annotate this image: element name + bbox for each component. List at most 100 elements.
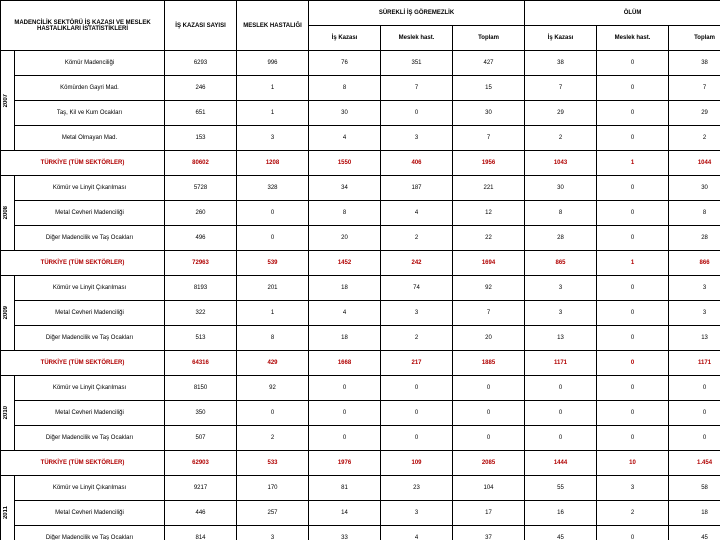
year-cell: 2011 xyxy=(1,476,15,540)
cell: 8193 xyxy=(165,276,237,301)
cell: 1171 xyxy=(525,351,597,376)
cell: 1444 xyxy=(525,451,597,476)
sector-name: Kömür ve Linyit Çıkarılması xyxy=(15,276,165,301)
cell: 0 xyxy=(597,526,669,540)
cell: 30 xyxy=(525,176,597,201)
cell: 0 xyxy=(381,401,453,426)
cell: 20 xyxy=(453,326,525,351)
cell: 14 xyxy=(309,501,381,526)
header-olum-toplam: Toplam xyxy=(669,26,720,51)
total-label: TÜRKİYE (TÜM SEKTÖRLER) xyxy=(1,351,165,376)
cell: 1.454 xyxy=(669,451,720,476)
cell: 8 xyxy=(525,201,597,226)
cell: 3 xyxy=(669,301,720,326)
cell: 34 xyxy=(309,176,381,201)
cell: 496 xyxy=(165,226,237,251)
table-row: Metal Cevheri Madenciliği 3500000000 xyxy=(1,401,720,426)
cell: 328 xyxy=(237,176,309,201)
cell: 7 xyxy=(525,76,597,101)
table-row: Diğer Madencilik ve Taş Ocakları 8143334… xyxy=(1,526,720,540)
cell: 17 xyxy=(453,501,525,526)
cell: 1550 xyxy=(309,151,381,176)
cell: 18 xyxy=(669,501,720,526)
cell: 0 xyxy=(525,376,597,401)
cell: 3 xyxy=(525,301,597,326)
cell: 45 xyxy=(525,526,597,540)
cell: 2 xyxy=(237,426,309,451)
cell: 28 xyxy=(669,226,720,251)
cell: 153 xyxy=(165,126,237,151)
cell: 187 xyxy=(381,176,453,201)
cell: 0 xyxy=(597,351,669,376)
header-olum-meslek: Meslek hast. xyxy=(597,26,669,51)
cell: 3 xyxy=(669,276,720,301)
cell: 0 xyxy=(597,401,669,426)
cell: 3 xyxy=(525,276,597,301)
cell: 7 xyxy=(669,76,720,101)
cell: 8 xyxy=(309,201,381,226)
cell: 0 xyxy=(381,376,453,401)
header-group-surekli: SÜREKLİ İŞ GÖREMEZLİK xyxy=(309,1,525,26)
cell: 55 xyxy=(525,476,597,501)
sector-name: Metal Cevheri Madenciliği xyxy=(15,401,165,426)
cell: 0 xyxy=(597,376,669,401)
sector-name: Diğer Madencilik ve Taş Ocakları xyxy=(15,326,165,351)
cell: 92 xyxy=(453,276,525,301)
stats-table-container: MADENCİLİK SEKTÖRÜ İŞ KAZASI VE MESLEK H… xyxy=(0,0,720,540)
cell: 0 xyxy=(525,426,597,451)
cell: 1694 xyxy=(453,251,525,276)
year-cell: 2010 xyxy=(1,376,15,451)
cell: 30 xyxy=(453,101,525,126)
cell: 20 xyxy=(309,226,381,251)
cell: 1976 xyxy=(309,451,381,476)
cell: 446 xyxy=(165,501,237,526)
cell: 3 xyxy=(381,501,453,526)
sector-name: Diğer Madencilik ve Taş Ocakları xyxy=(15,426,165,451)
cell: 0 xyxy=(309,376,381,401)
total-label: TÜRKİYE (TÜM SEKTÖRLER) xyxy=(1,251,165,276)
cell: 996 xyxy=(237,51,309,76)
cell: 0 xyxy=(381,101,453,126)
cell: 1 xyxy=(597,151,669,176)
sector-name: Kömür ve Linyit Çıkarılması xyxy=(15,376,165,401)
cell: 16 xyxy=(525,501,597,526)
table-row: Metal Cevheri Madenciliği 3221437303 xyxy=(1,301,720,326)
cell: 257 xyxy=(237,501,309,526)
header-title: MADENCİLİK SEKTÖRÜ İŞ KAZASI VE MESLEK H… xyxy=(1,1,165,51)
cell: 72963 xyxy=(165,251,237,276)
table-row: Diğer Madencilik ve Taş Ocakları 5072000… xyxy=(1,426,720,451)
header-surekli-iskazasi: İş Kazası xyxy=(309,26,381,51)
table-row: 2009 Kömür ve Linyit Çıkarılması 8193201… xyxy=(1,276,720,301)
cell: 1 xyxy=(237,101,309,126)
cell: 38 xyxy=(669,51,720,76)
year-cell: 2009 xyxy=(1,276,15,351)
table-row: 2011 Kömür ve Linyit Çıkarılması 9217170… xyxy=(1,476,720,501)
cell: 0 xyxy=(597,76,669,101)
cell: 322 xyxy=(165,301,237,326)
cell: 2 xyxy=(669,126,720,151)
cell: 8 xyxy=(309,76,381,101)
cell: 2 xyxy=(597,501,669,526)
cell: 0 xyxy=(309,401,381,426)
cell: 350 xyxy=(165,401,237,426)
cell: 170 xyxy=(237,476,309,501)
cell: 0 xyxy=(237,201,309,226)
cell: 0 xyxy=(597,51,669,76)
sector-name: Diğer Madencilik ve Taş Ocakları xyxy=(15,526,165,540)
cell: 242 xyxy=(381,251,453,276)
header-group-olum: ÖLÜM xyxy=(525,1,720,26)
cell: 3 xyxy=(237,126,309,151)
cell: 0 xyxy=(597,326,669,351)
cell: 28 xyxy=(525,226,597,251)
cell: 76 xyxy=(309,51,381,76)
cell: 7 xyxy=(381,76,453,101)
cell: 351 xyxy=(381,51,453,76)
cell: 513 xyxy=(165,326,237,351)
year-cell: 2007 xyxy=(1,51,15,151)
total-row: TÜRKİYE (TÜM SEKTÖRLER) 6290353319761092… xyxy=(1,451,720,476)
cell: 2085 xyxy=(453,451,525,476)
table-row: Taş, Kil ve Kum Ocakları 65113003029029 xyxy=(1,101,720,126)
table-row: Metal Cevheri Madenciliği 44625714317162… xyxy=(1,501,720,526)
cell: 1885 xyxy=(453,351,525,376)
cell: 1 xyxy=(597,251,669,276)
